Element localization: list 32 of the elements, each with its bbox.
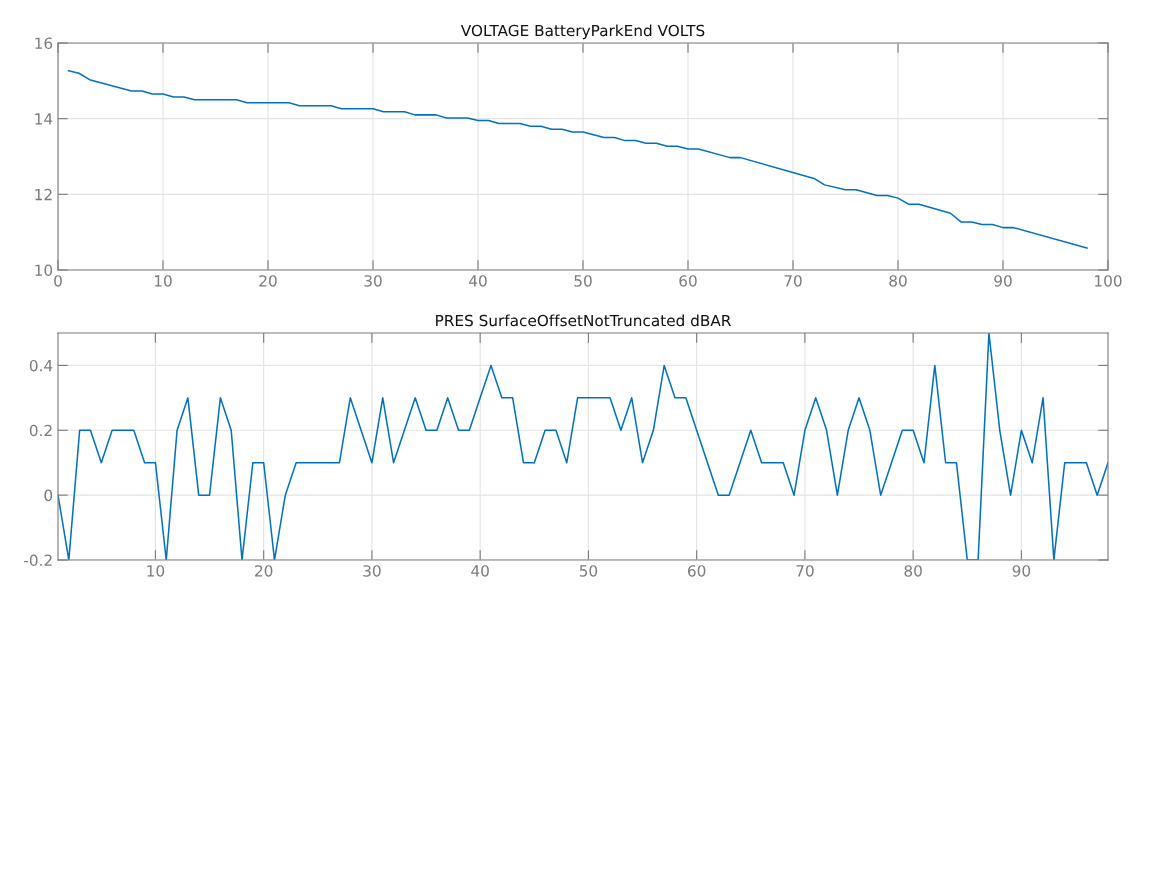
x-tick-label: 90 <box>1012 565 1031 577</box>
y-tick-label: 0.2 <box>29 424 52 437</box>
x-tick-label: 70 <box>784 275 802 287</box>
x-tick-label: 10 <box>147 565 165 577</box>
x-tick-label: 0 <box>54 275 62 287</box>
x-tick-label: 50 <box>579 565 598 577</box>
x-tick-label: 20 <box>259 275 277 287</box>
x-tick-label: 40 <box>469 275 487 287</box>
x-tick-label: 80 <box>889 275 907 287</box>
y-tick-label: 14 <box>35 113 53 125</box>
x-tick-label: 80 <box>904 565 922 577</box>
line-series <box>67 69 1088 249</box>
y-tick-label: 16 <box>35 37 53 50</box>
line-series <box>58 333 1108 560</box>
y-tick-label: 0 <box>44 489 53 502</box>
chart-title: PRES SurfaceOffsetNotTruncated dBAR <box>436 314 731 327</box>
y-tick-label: 12 <box>35 188 52 201</box>
x-tick-label: 30 <box>363 565 381 577</box>
x-tick-label: 100 <box>1095 275 1122 287</box>
x-tick-label: 20 <box>255 565 273 577</box>
x-tick-label: 60 <box>688 565 706 577</box>
x-tick-label: 50 <box>574 275 592 287</box>
y-tick-label: -0.2 <box>24 554 52 567</box>
x-tick-label: 10 <box>154 275 172 287</box>
x-tick-label: 70 <box>796 565 814 577</box>
x-tick-label: 30 <box>364 275 382 287</box>
y-tick-label: 0.4 <box>29 359 53 372</box>
chart-title: VOLTAGE BatteryParkEnd VOLTS <box>460 24 705 40</box>
y-tick-label: 10 <box>35 264 53 277</box>
x-tick-label: 90 <box>994 275 1012 287</box>
x-tick-label: 40 <box>471 565 489 577</box>
x-tick-label: 60 <box>679 275 697 287</box>
